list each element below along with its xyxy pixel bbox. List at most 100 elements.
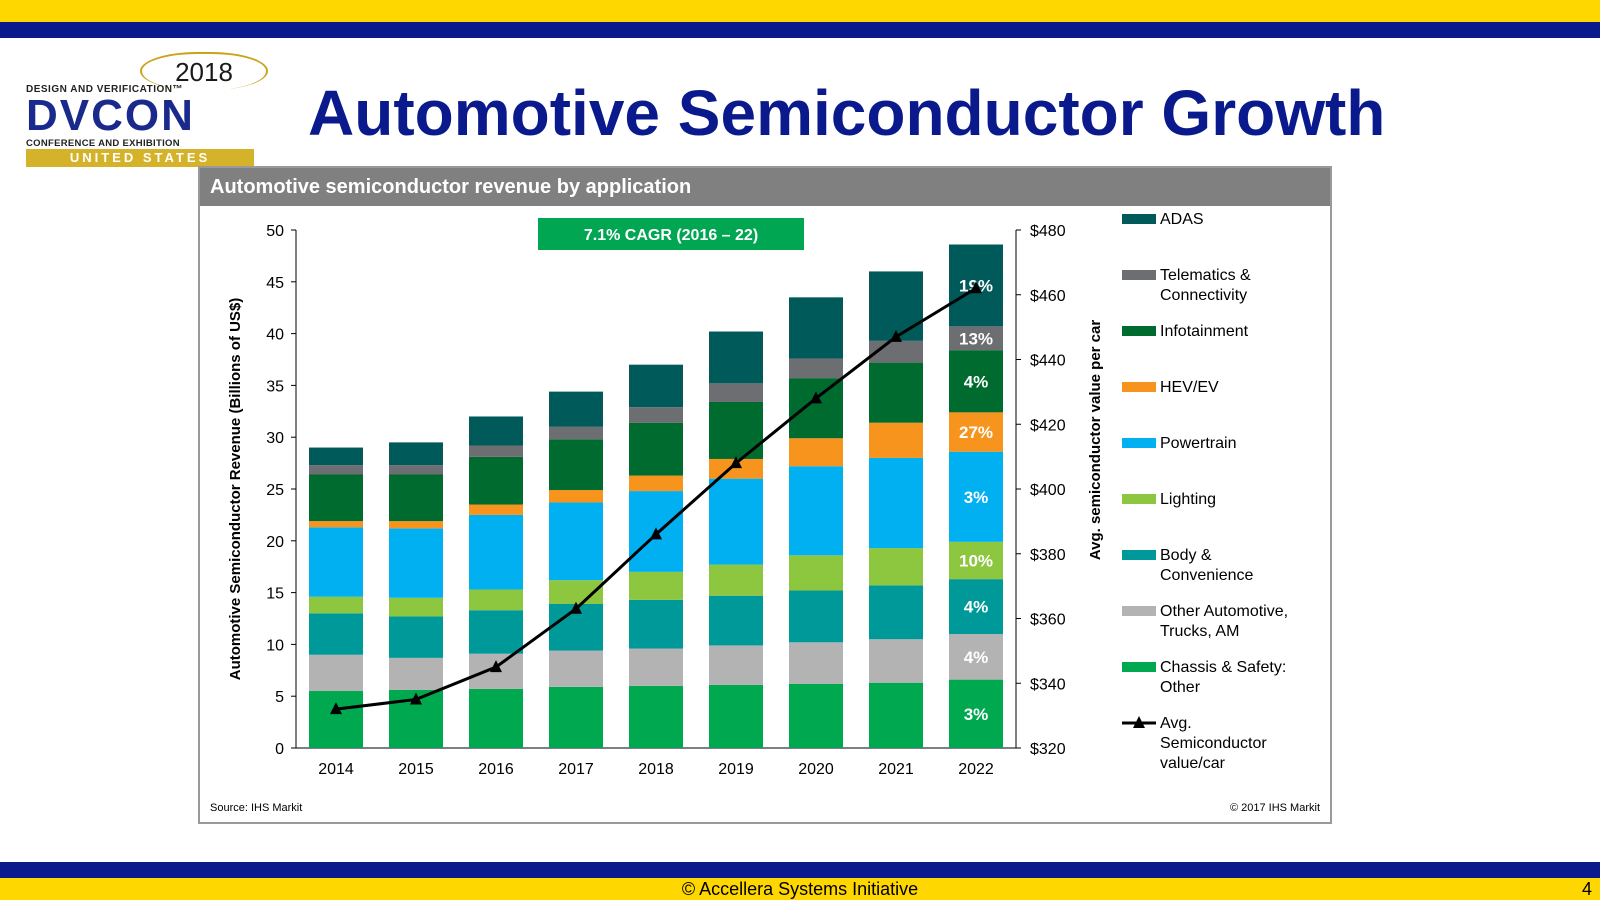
legend-swatch: [1122, 326, 1156, 336]
legend-label: Body &: [1160, 547, 1212, 564]
top-yellow-band: [0, 0, 1600, 22]
bar-segment: [309, 596, 363, 614]
bar-segment: [709, 331, 763, 384]
bar-segment: [869, 362, 923, 423]
legend-label: Telematics &: [1160, 267, 1251, 284]
bar-data-label: 4%: [964, 598, 989, 617]
bar-segment: [389, 616, 443, 658]
bar-segment: [389, 442, 443, 466]
bar-segment: [469, 456, 523, 505]
bar-segment: [869, 585, 923, 640]
bar-segment: [789, 683, 843, 748]
legend-label: value/car: [1160, 755, 1226, 772]
bar-data-label: 3%: [964, 705, 989, 724]
line-series-marker: [490, 660, 502, 673]
x-tick-label: 2018: [638, 761, 674, 778]
bar-data-label: 3%: [964, 488, 989, 507]
line-series-marker: [570, 601, 582, 614]
bar-segment: [869, 271, 923, 341]
bar-segment: [629, 407, 683, 423]
bar-segment: [549, 686, 603, 748]
legend-swatch: [1122, 270, 1156, 280]
bar-segment: [389, 465, 443, 475]
bar-segment: [309, 527, 363, 597]
bar-segment: [309, 691, 363, 748]
source-note: Source: IHS Markit: [210, 802, 303, 814]
legend-swatch: [1122, 214, 1156, 224]
x-tick-label: 2014: [318, 761, 354, 778]
bar-segment: [549, 502, 603, 581]
line-series-marker: [650, 527, 662, 540]
bottom-yellow-band: [0, 878, 1600, 900]
bar-segment: [949, 350, 1003, 413]
y2-tick-label: $320: [1030, 741, 1066, 758]
bar-segment: [949, 412, 1003, 452]
bar-segment: [629, 475, 683, 492]
y2-tick-label: $440: [1030, 353, 1066, 370]
x-tick-label: 2017: [558, 761, 594, 778]
bar-segment: [789, 358, 843, 379]
y-tick-label: 50: [266, 223, 284, 240]
line-series-marker: [330, 702, 342, 715]
bar-segment: [869, 639, 923, 683]
bar-segment: [629, 648, 683, 686]
bar-segment: [949, 541, 1003, 580]
line-series-marker: [810, 391, 822, 404]
legend-line-marker: [1133, 716, 1145, 728]
line-series-marker: [890, 329, 902, 342]
legend-label: Semiconductor: [1160, 735, 1267, 752]
legend-label: Trucks, AM: [1160, 623, 1239, 640]
x-tick-label: 2019: [718, 761, 754, 778]
legend-swatch: [1122, 606, 1156, 616]
x-tick-label: 2015: [398, 761, 434, 778]
legend-label: Avg.: [1160, 715, 1192, 732]
bar-segment: [869, 548, 923, 586]
bar-segment: [789, 642, 843, 684]
page-title: Automotive Semiconductor Growth: [308, 77, 1386, 149]
bar-segment: [949, 579, 1003, 635]
bar-segment: [469, 688, 523, 748]
y2-tick-label: $480: [1030, 223, 1066, 240]
legend-label: Other Automotive,: [1160, 603, 1288, 620]
bar-segment: [709, 401, 763, 459]
bar-segment: [469, 610, 523, 654]
bar-segment: [629, 599, 683, 649]
y-tick-label: 45: [266, 275, 284, 292]
footer-copyright: © Accellera Systems Initiative: [681, 879, 919, 899]
bar-segment: [709, 564, 763, 596]
bar-data-label: 4%: [964, 372, 989, 391]
logo-tagline-top: DESIGN AND VERIFICATION™: [26, 84, 184, 95]
bar-segment: [949, 679, 1003, 748]
bar-data-label: 4%: [964, 648, 989, 667]
y-axis-title: Automotive Semiconductor Revenue (Billio…: [227, 298, 244, 681]
legend-swatch: [1122, 494, 1156, 504]
bar-segment: [549, 426, 603, 440]
bar-segment: [309, 474, 363, 522]
bar-data-label: 10%: [959, 551, 993, 570]
bar-segment: [709, 595, 763, 646]
bar-segment: [469, 589, 523, 611]
bar-segment: [389, 528, 443, 598]
bar-segment: [949, 326, 1003, 351]
bar-segment: [789, 555, 843, 591]
bar-segment: [709, 684, 763, 748]
bar-segment: [789, 378, 843, 439]
bar-segment: [709, 478, 763, 565]
bar-segment: [309, 654, 363, 692]
bar-segment: [309, 613, 363, 655]
bar-segment: [629, 685, 683, 748]
line-series-marker: [730, 456, 742, 469]
chart-frame: Automotive semiconductor revenue by appl…: [198, 166, 1332, 824]
bar-segment: [869, 682, 923, 748]
bar-segment: [869, 422, 923, 458]
legend-swatch: [1122, 550, 1156, 560]
y2-tick-label: $400: [1030, 482, 1066, 499]
top-navy-band: [0, 22, 1600, 38]
y-tick-label: 35: [266, 378, 284, 395]
cagr-annotation-text: 7.1% CAGR (2016 – 22): [584, 227, 758, 244]
bar-segment: [549, 490, 603, 503]
page-number: 4: [1581, 879, 1592, 899]
bar-segment: [629, 571, 683, 600]
y2-axis-title: Avg. semiconductor value per car: [1087, 320, 1104, 561]
bar-data-label: 13%: [959, 329, 993, 348]
